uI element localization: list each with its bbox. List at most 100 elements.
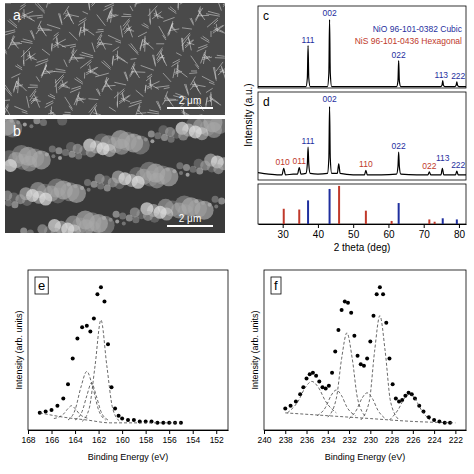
y-axis-title: Intensity (a.u.) bbox=[243, 83, 254, 146]
micrograph-particle bbox=[91, 181, 98, 188]
x-tick-mark bbox=[283, 224, 284, 228]
micrograph-fiber bbox=[157, 55, 163, 63]
peak-label: 222 bbox=[451, 160, 465, 170]
micrograph-fiber bbox=[60, 13, 62, 23]
micrograph-particle bbox=[58, 156, 62, 160]
micrograph-fiber bbox=[12, 39, 17, 45]
legend-entry: NiS 96-101-0436 Hexagonal bbox=[355, 36, 462, 46]
micrograph-fiber bbox=[71, 57, 83, 58]
micrograph-fiber bbox=[114, 57, 119, 60]
data-point bbox=[305, 377, 309, 381]
micrograph-fiber bbox=[83, 27, 94, 35]
x-tick-mark bbox=[424, 224, 425, 228]
x-tick: 70 bbox=[419, 224, 431, 240]
x-tick-label: 224 bbox=[428, 435, 442, 445]
micrograph-fiber bbox=[17, 65, 22, 68]
peak-label: 110 bbox=[359, 159, 373, 169]
micrograph-fiber bbox=[147, 112, 159, 114]
micrograph-particle bbox=[20, 228, 27, 233]
micrograph-fiber bbox=[203, 36, 210, 41]
data-point bbox=[126, 418, 130, 422]
data-point bbox=[120, 417, 124, 421]
stem bbox=[434, 222, 436, 224]
peak-label: 113 bbox=[435, 70, 449, 80]
micrograph-fiber bbox=[163, 99, 166, 104]
micrograph-fiber bbox=[69, 50, 77, 61]
micrograph-fiber bbox=[48, 3, 56, 4]
micrograph-fiber bbox=[223, 3, 225, 7]
data-point bbox=[368, 339, 372, 343]
micrograph-fiber bbox=[133, 66, 138, 75]
micrograph-fiber bbox=[182, 28, 192, 29]
micrograph-fiber bbox=[5, 85, 12, 95]
micrograph-fiber bbox=[130, 100, 142, 103]
micrograph-fiber bbox=[26, 54, 36, 61]
micrograph-fiber bbox=[92, 43, 95, 53]
micrograph-fiber bbox=[50, 110, 61, 115]
micrograph-fiber bbox=[136, 90, 144, 96]
micrograph-fiber bbox=[46, 101, 53, 104]
micrograph-particle bbox=[40, 119, 47, 126]
micrograph-fiber bbox=[5, 47, 7, 52]
stem bbox=[398, 203, 400, 224]
micrograph-fiber bbox=[189, 72, 197, 74]
panel-frame bbox=[258, 184, 466, 224]
micrograph-fiber bbox=[208, 11, 220, 14]
data-point bbox=[324, 387, 328, 391]
micrograph-particle bbox=[86, 147, 96, 157]
micrograph-particle bbox=[176, 162, 183, 169]
micrograph-particle bbox=[23, 122, 27, 126]
stem bbox=[365, 211, 367, 224]
x-tick: 240 bbox=[257, 430, 271, 445]
micrograph-fiber bbox=[88, 71, 99, 76]
micrograph-fiber bbox=[209, 96, 219, 103]
data-line bbox=[258, 20, 466, 87]
micrograph-fiber bbox=[76, 77, 82, 82]
micrograph-fiber bbox=[213, 25, 224, 33]
micrograph-particle bbox=[213, 164, 223, 174]
plot-area bbox=[284, 186, 457, 224]
x-tick: 162 bbox=[92, 430, 106, 445]
data-point bbox=[372, 314, 376, 318]
micrograph-fiber bbox=[65, 14, 79, 17]
x-tick: 232 bbox=[342, 430, 356, 445]
micrograph-fiber bbox=[198, 45, 207, 48]
micrograph-fiber bbox=[159, 26, 166, 38]
micrograph-fiber bbox=[175, 71, 182, 74]
x-tick-mark bbox=[193, 430, 194, 434]
fit-curve bbox=[328, 333, 366, 417]
data-point bbox=[387, 357, 391, 361]
data-point bbox=[336, 328, 340, 332]
scale-bar-label: 2 μm bbox=[179, 95, 201, 106]
micrograph-fiber bbox=[41, 65, 47, 76]
micrograph-fiber bbox=[95, 73, 109, 77]
micrograph-fiber bbox=[23, 39, 33, 42]
data-point bbox=[317, 379, 321, 383]
micrograph-fiber bbox=[7, 109, 13, 115]
x-tick: 158 bbox=[139, 430, 153, 445]
micrograph-particle bbox=[183, 164, 190, 171]
micrograph-fiber bbox=[36, 29, 39, 34]
micrograph-fiber bbox=[211, 31, 212, 37]
micrograph-fiber bbox=[146, 76, 152, 81]
micrograph-fiber bbox=[145, 85, 146, 91]
x-tick-mark bbox=[328, 430, 329, 434]
fit-curve bbox=[287, 381, 336, 412]
xrd-chart: 111002022113222c010011111002110022022113… bbox=[243, 6, 467, 253]
micrograph-particle bbox=[214, 205, 218, 209]
micrograph-fiber bbox=[209, 98, 221, 106]
micrograph-fiber bbox=[213, 25, 223, 31]
micrograph-fiber bbox=[186, 84, 189, 94]
micrograph-fiber bbox=[37, 17, 43, 18]
fit-curve bbox=[361, 316, 399, 420]
micrograph-fiber bbox=[206, 97, 208, 105]
micrograph-fiber bbox=[180, 3, 192, 4]
micrograph-background bbox=[5, 3, 225, 115]
micrograph-particle bbox=[29, 124, 33, 128]
micrograph-fiber bbox=[46, 3, 49, 8]
micrograph-particle bbox=[39, 193, 52, 206]
x-tick-label: 222 bbox=[449, 435, 463, 445]
micrograph-fiber bbox=[53, 34, 59, 39]
micrograph-particle bbox=[22, 196, 32, 206]
fit-curve bbox=[285, 413, 455, 423]
